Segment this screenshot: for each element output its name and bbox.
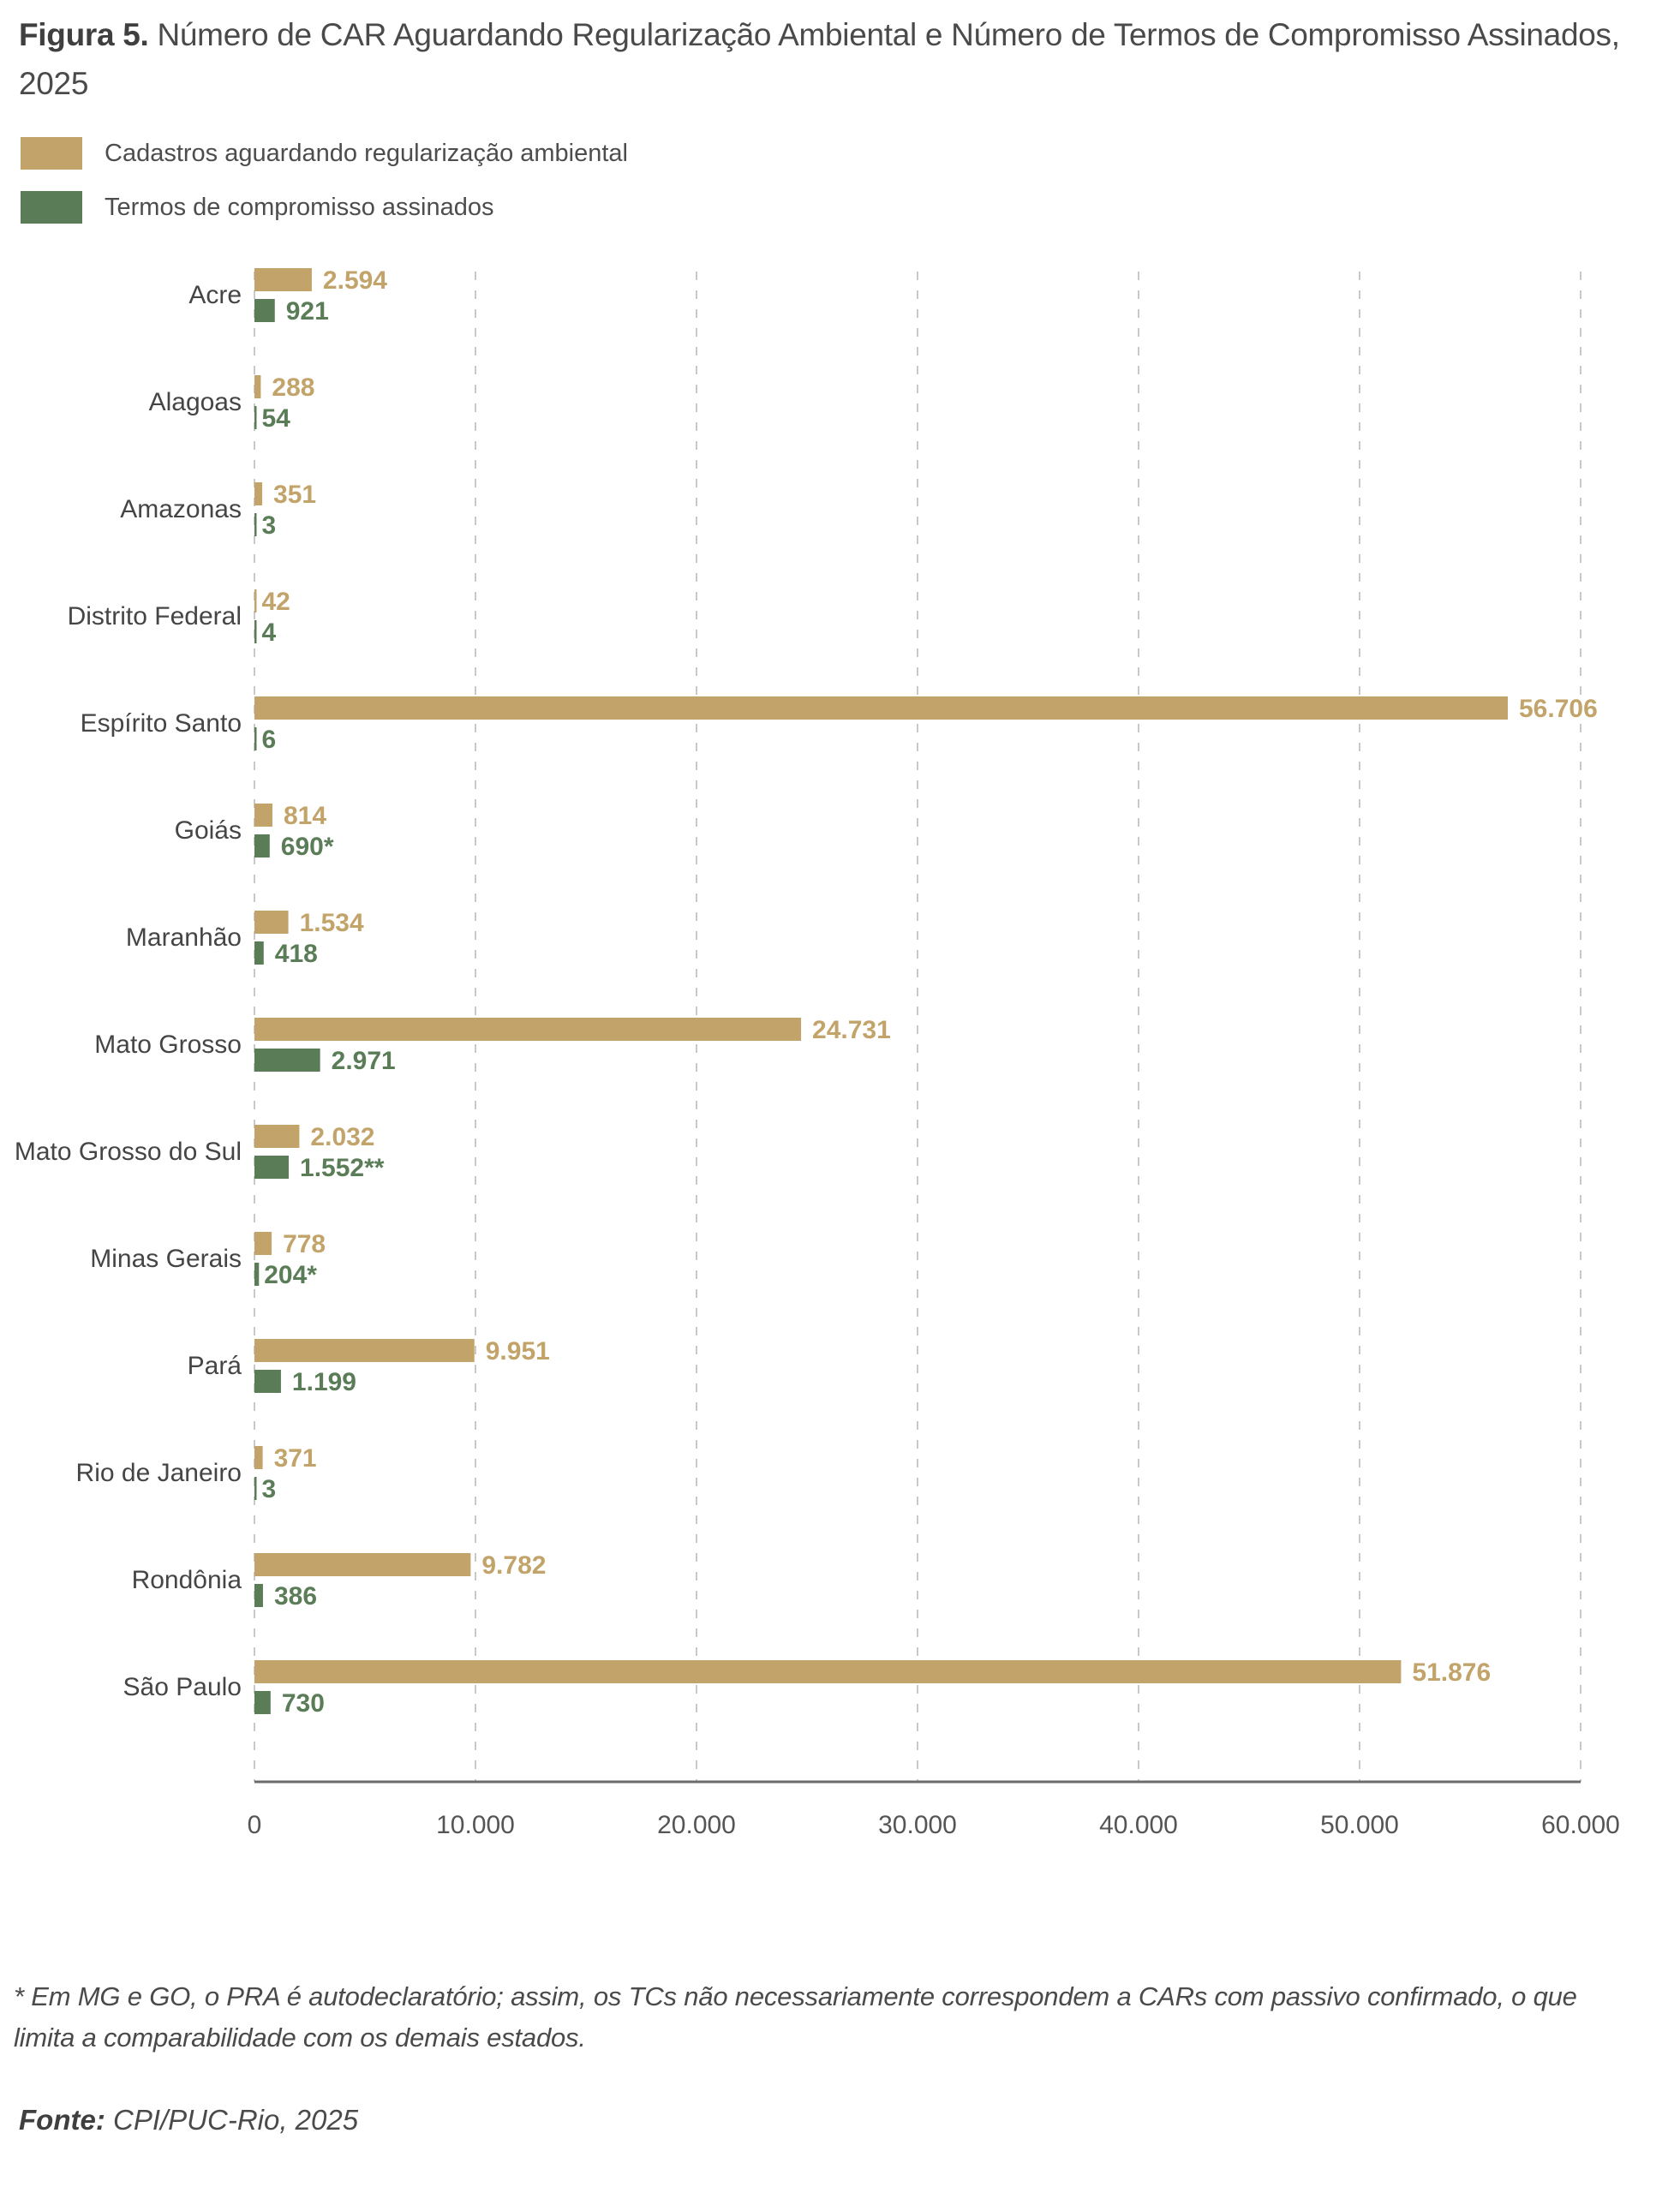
value-label-termos: 690*	[281, 833, 334, 861]
bar-termos	[254, 1263, 260, 1286]
bar-cadastros	[254, 589, 257, 612]
bar-termos	[254, 1370, 281, 1393]
x-tick-label: 30.000	[878, 1811, 957, 1839]
value-label-cadastros: 2.032	[310, 1123, 374, 1151]
category-label: Goiás	[175, 816, 242, 845]
category-label: Alagoas	[149, 388, 242, 416]
bar-cadastros	[254, 1553, 471, 1576]
legend-swatch-termos	[21, 191, 82, 224]
figure-number: Figura 5.	[19, 17, 149, 52]
source: Fonte: CPI/PUC-Rio, 2025	[19, 2104, 358, 2136]
x-tick-label: 20.000	[657, 1811, 736, 1839]
legend-swatch-cadastros	[21, 137, 82, 170]
value-label-cadastros: 288	[272, 373, 314, 402]
value-labels: 2.59492128854351342456.7066814690*1.5344…	[262, 266, 1598, 1718]
category-label: Rio de Janeiro	[76, 1459, 242, 1487]
value-label-termos: 6	[262, 726, 277, 754]
value-label-termos: 3	[262, 511, 277, 540]
bar-cadastros	[254, 911, 289, 934]
value-label-termos: 3	[262, 1475, 277, 1503]
bar-cadastros	[254, 1125, 300, 1148]
x-tick-label: 0	[248, 1811, 262, 1839]
value-label-cadastros: 9.782	[481, 1551, 546, 1580]
footnote: * Em MG e GO, o PRA é autodeclaratório; …	[14, 1981, 1577, 2053]
legend-label-cadastros: Cadastros aguardando regularização ambie…	[105, 140, 628, 167]
source-text: CPI/PUC-Rio, 2025	[112, 2104, 359, 2136]
value-label-cadastros: 351	[273, 481, 316, 509]
value-label-cadastros: 56.706	[1519, 695, 1598, 723]
figure-title-text: Número de CAR Aguardando Regularização A…	[19, 17, 1620, 101]
value-label-cadastros: 814	[284, 802, 326, 830]
x-axis: 0 10.000 20.000 30.000 40.000 50.000 60.000	[248, 1780, 1620, 1839]
value-label-cadastros: 371	[274, 1444, 317, 1473]
bar-cadastros	[254, 1446, 263, 1469]
category-label: Maranhão	[126, 923, 242, 952]
bar-termos	[254, 834, 270, 857]
category-label: Mato Grosso do Sul	[15, 1138, 242, 1166]
bar-termos	[254, 727, 257, 750]
bar-termos	[254, 299, 275, 322]
bar-cadastros	[254, 268, 312, 291]
category-label: Pará	[188, 1352, 242, 1380]
source-label: Fonte:	[19, 2104, 105, 2136]
category-labels: Acre Alagoas Amazonas Distrito Federal Espír…	[15, 281, 242, 1701]
x-tick-label: 10.000	[436, 1811, 515, 1839]
value-label-termos: 418	[275, 940, 318, 968]
bar-cadastros	[254, 1660, 1402, 1683]
category-label: Acre	[188, 281, 242, 309]
bar-termos	[254, 941, 264, 965]
value-label-cadastros: 2.594	[323, 266, 387, 295]
bar-chart: Acre Alagoas Amazonas Distrito Federal Espír…	[15, 266, 1620, 1839]
value-label-termos: 2.971	[332, 1047, 396, 1075]
bar-termos	[254, 1477, 257, 1500]
value-label-termos: 1.552**	[300, 1154, 385, 1182]
bar-cadastros	[254, 1339, 475, 1362]
x-tick-label: 40.000	[1099, 1811, 1178, 1839]
value-label-cadastros: 9.951	[486, 1337, 550, 1365]
value-label-termos: 1.199	[292, 1368, 356, 1396]
bar-cadastros	[254, 482, 263, 505]
bar-termos	[254, 1049, 320, 1072]
x-tick-label: 50.000	[1320, 1811, 1399, 1839]
bars	[254, 268, 1509, 1714]
category-label: Espírito Santo	[81, 709, 242, 738]
value-label-termos: 921	[286, 297, 329, 326]
bar-termos	[254, 513, 257, 536]
value-label-termos: 730	[282, 1689, 325, 1718]
bar-cadastros	[254, 1018, 802, 1041]
value-label-cadastros: 1.534	[300, 909, 364, 937]
value-label-termos: 204*	[264, 1261, 317, 1289]
value-label-termos: 386	[274, 1582, 317, 1610]
value-label-termos: 4	[262, 618, 277, 647]
bar-termos	[254, 620, 257, 643]
category-label: Mato Grosso	[94, 1031, 242, 1059]
value-label-cadastros: 778	[283, 1230, 326, 1258]
bar-termos	[254, 1584, 263, 1607]
legend-label-termos: Termos de compromisso assinados	[105, 194, 494, 221]
category-label: Distrito Federal	[68, 602, 242, 630]
figure-title: Figura 5. Número de CAR Aguardando Regul…	[19, 10, 1629, 108]
category-label: Amazonas	[120, 495, 242, 523]
x-tick-label: 60.000	[1541, 1811, 1620, 1839]
bar-termos	[254, 1691, 271, 1714]
category-label: Rondônia	[132, 1566, 242, 1594]
bar-cadastros	[254, 804, 273, 827]
bar-cadastros	[254, 375, 261, 398]
bar-cadastros	[254, 696, 1509, 720]
category-label: São Paulo	[123, 1673, 242, 1701]
value-label-cadastros: 51.876	[1412, 1658, 1491, 1687]
bar-termos	[254, 1156, 290, 1179]
bar-cadastros	[254, 1232, 272, 1255]
value-label-cadastros: 24.731	[812, 1016, 891, 1044]
category-label: Minas Gerais	[90, 1245, 242, 1273]
bar-termos	[254, 406, 257, 429]
value-label-termos: 54	[262, 404, 291, 433]
value-label-cadastros: 42	[262, 588, 290, 616]
